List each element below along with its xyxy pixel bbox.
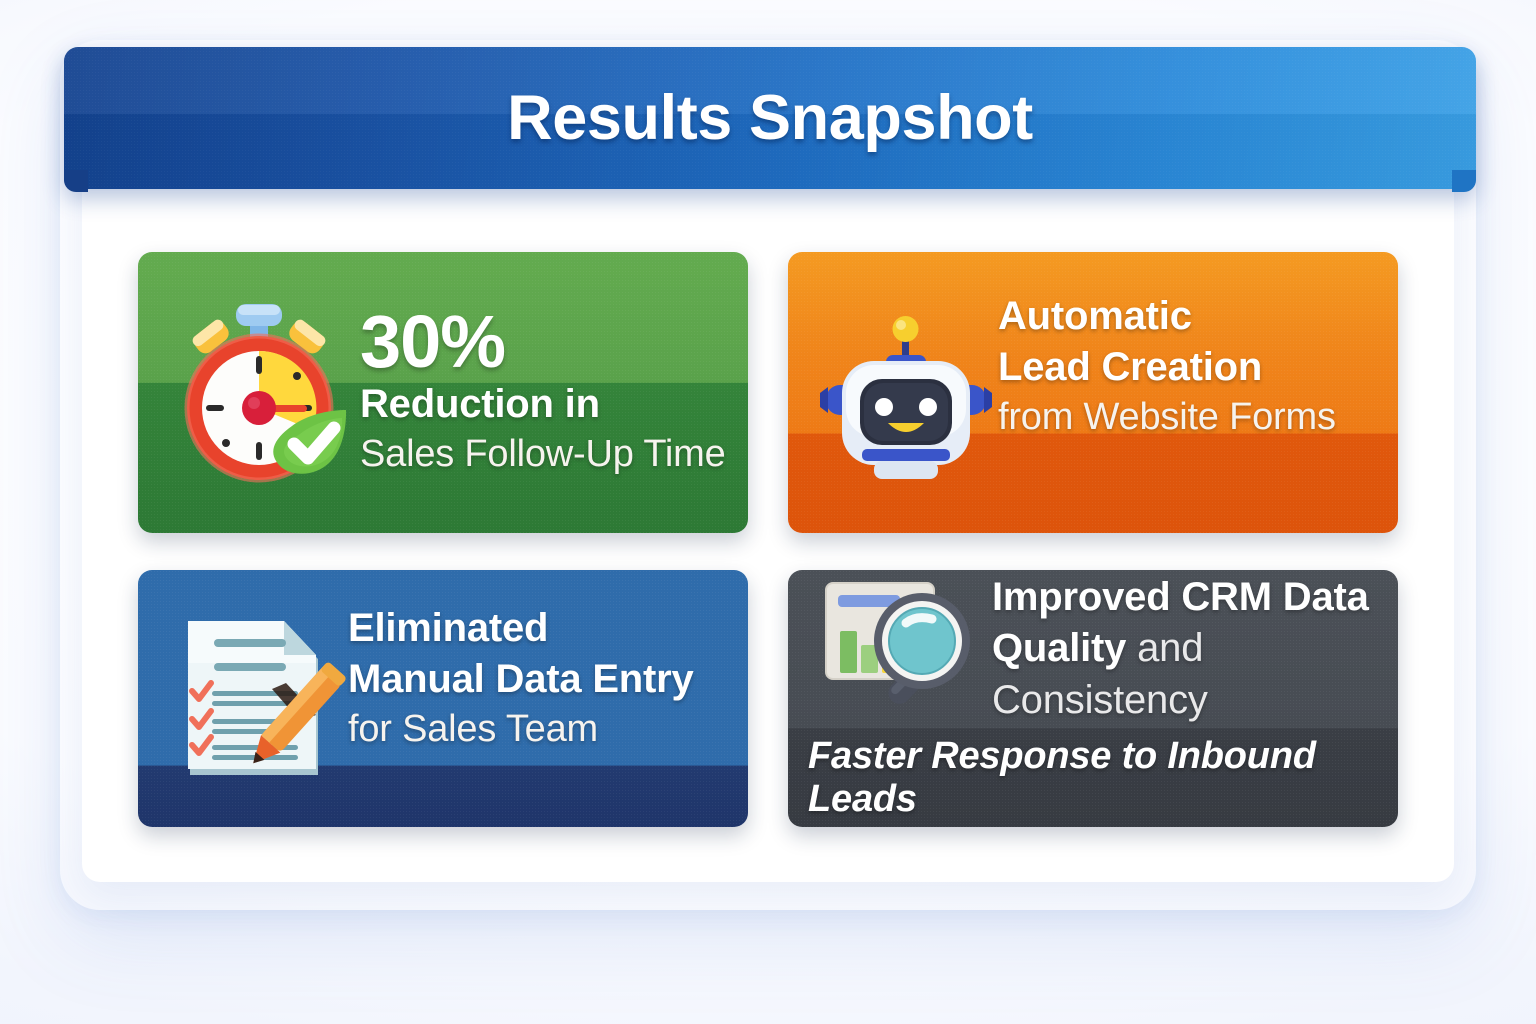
card-label-line-2: Quality and Consistency (992, 623, 1382, 725)
card-label-suffix: and Consistency (992, 626, 1208, 722)
card-label-line-1: Eliminated (348, 606, 549, 650)
card-label-line-2: Lead Creation (998, 345, 1263, 390)
card-bottom-section: Faster Response to Inbound Leads (788, 728, 1398, 827)
card-text-block: Eliminated Manual Data Entry for Sales T… (342, 603, 732, 794)
card-text-block: Automatic Lead Creation from Website For… (990, 291, 1380, 494)
checklist-pencil-icon (166, 611, 346, 787)
metric-value: 30% (360, 300, 506, 384)
card-label-line-3: for Sales Team (348, 708, 598, 751)
results-card-grid: 30% Reduction in Sales Follow-Up Time (138, 252, 1398, 827)
card-text-block: Improved CRM Data Quality and Consistenc… (986, 572, 1382, 726)
card-eliminated-manual-data-entry[interactable]: Eliminated Manual Data Entry for Sales T… (138, 570, 748, 827)
ribbon-tail-left (64, 170, 88, 192)
metric-label-primary: Reduction in (360, 381, 600, 426)
card-label-emphasis: Quality (992, 626, 1127, 671)
card-text-block: 30% Reduction in Sales Follow-Up Time (354, 300, 728, 478)
page-title: Results Snapshot (507, 83, 1033, 153)
card-label-line-1: Improved CRM Data (992, 575, 1369, 620)
ribbon-tail-right (1452, 170, 1476, 192)
card-top-section: Improved CRM Data Quality and Consistenc… (788, 570, 1398, 728)
card-label-line-2: Manual Data Entry (348, 657, 694, 702)
card-improved-crm-data-quality[interactable]: Improved CRM Data Quality and Consistenc… (788, 570, 1398, 827)
metric-label-secondary: Sales Follow-Up Time (360, 433, 726, 476)
chart-magnifier-icon (818, 570, 986, 733)
robot-icon (820, 309, 992, 479)
header-ribbon: Results Snapshot (64, 47, 1476, 189)
card-reduction-in-sales-follow-up-time[interactable]: 30% Reduction in Sales Follow-Up Time (138, 252, 748, 533)
card-automatic-lead-creation[interactable]: Automatic Lead Creation from Website For… (788, 252, 1398, 533)
card-label-line-3: from Website Forms (998, 396, 1336, 439)
card-footer-note: Faster Response to Inbound Leads (808, 734, 1316, 820)
card-label-line-1: Automatic (998, 294, 1192, 338)
stopwatch-check-icon (164, 298, 354, 488)
